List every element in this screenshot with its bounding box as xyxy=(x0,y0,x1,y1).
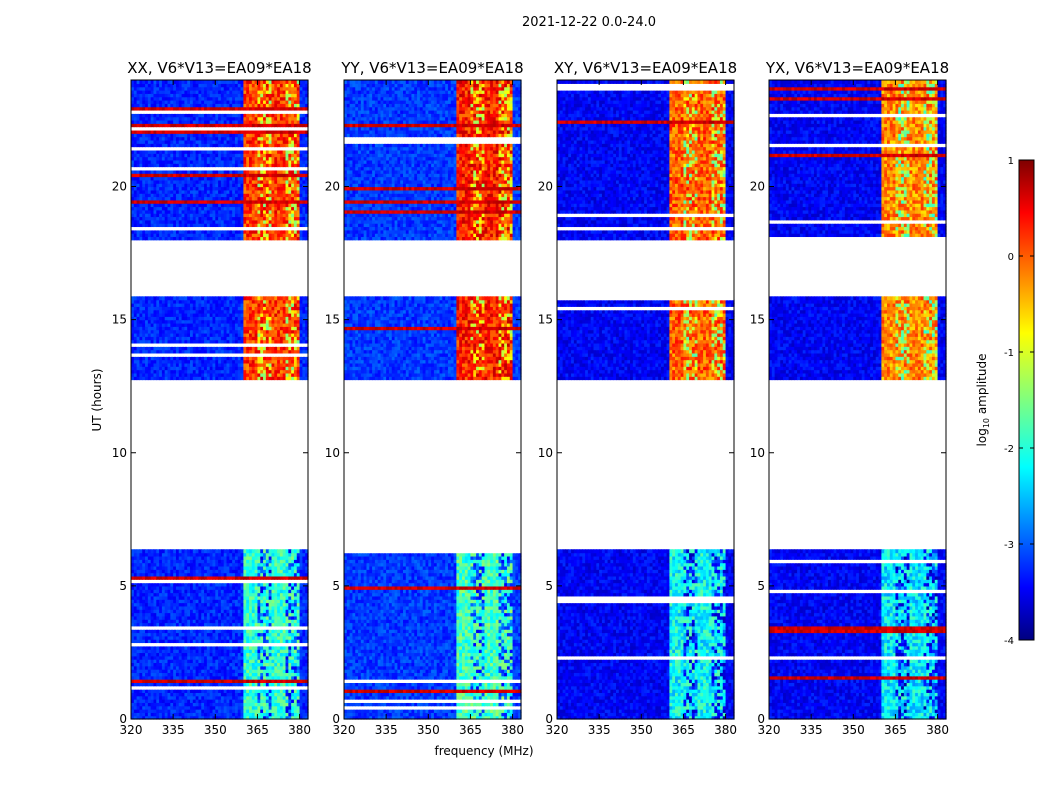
figure: 2021-12-22 0.0-24.0 XX, V6*V13=EA09*EA18… xyxy=(0,0,1050,800)
x-tick-label: 380 xyxy=(501,723,524,737)
x-tick-label: 380 xyxy=(926,723,949,737)
colorbar-tick-label: 0 xyxy=(1008,252,1014,263)
y-tick-label: 5 xyxy=(545,579,553,593)
x-tick-label: 335 xyxy=(162,723,185,737)
y-tick-label: 10 xyxy=(112,446,127,460)
y-tick-label: 0 xyxy=(332,712,340,726)
y-tick-label: 0 xyxy=(757,712,765,726)
x-tick-label: 335 xyxy=(375,723,398,737)
y-tick-label: 20 xyxy=(538,180,553,194)
x-tick-label: 380 xyxy=(714,723,737,737)
x-tick-label: 365 xyxy=(672,723,695,737)
y-tick-label: 10 xyxy=(750,446,765,460)
x-tick-label: 380 xyxy=(288,723,311,737)
x-tick-label: 365 xyxy=(884,723,907,737)
y-tick-label: 0 xyxy=(545,712,553,726)
colorbar-tick-label: 1 xyxy=(1008,156,1014,167)
y-tick-label: 5 xyxy=(119,579,127,593)
colorbar-tick-label: -1 xyxy=(1004,348,1014,359)
y-tick-label: 20 xyxy=(112,180,127,194)
heatmap-xy xyxy=(557,80,735,720)
figure-suptitle: 2021-12-22 0.0-24.0 xyxy=(522,15,656,30)
colorbar-tick-label: -2 xyxy=(1004,444,1014,455)
y-tick-label: 10 xyxy=(538,446,553,460)
x-tick-label: 335 xyxy=(588,723,611,737)
panel-title: YY, V6*V13=EA09*EA18 xyxy=(340,59,523,77)
x-tick-label: 350 xyxy=(630,723,653,737)
panel-title: YX, V6*V13=EA09*EA18 xyxy=(765,59,949,77)
x-tick-label: 335 xyxy=(800,723,823,737)
x-tick-label: 350 xyxy=(417,723,440,737)
colorbar-gradient xyxy=(1019,160,1034,640)
x-tick-label: 365 xyxy=(459,723,482,737)
y-tick-label: 15 xyxy=(538,313,553,327)
y-tick-label: 20 xyxy=(325,180,340,194)
colorbar: 1 0 -1 -2 -3 -4 xyxy=(1004,156,1034,647)
y-tick-label: 15 xyxy=(750,313,765,327)
y-tick-label: 15 xyxy=(112,313,127,327)
heatmap-yx xyxy=(769,80,947,720)
y-axis-label: UT (hours) xyxy=(90,368,104,431)
heatmap-xx xyxy=(131,80,309,720)
x-tick-label: 365 xyxy=(246,723,269,737)
colorbar-tick-label: -4 xyxy=(1004,636,1014,647)
colorbar-tick-label: -3 xyxy=(1004,540,1014,551)
y-tick-label: 0 xyxy=(119,712,127,726)
panel-title: XX, V6*V13=EA09*EA18 xyxy=(127,59,311,77)
x-tick-label: 350 xyxy=(842,723,865,737)
y-tick-label: 10 xyxy=(325,446,340,460)
y-tick-label: 5 xyxy=(332,579,340,593)
panel-title: XY, V6*V13=EA09*EA18 xyxy=(554,59,737,77)
y-tick-label: 5 xyxy=(757,579,765,593)
y-tick-label: 20 xyxy=(750,180,765,194)
colorbar-label: log10 amplitude xyxy=(975,354,991,447)
y-tick-label: 15 xyxy=(325,313,340,327)
x-tick-label: 350 xyxy=(204,723,227,737)
x-axis-label: frequency (MHz) xyxy=(434,744,533,758)
heatmap-yy xyxy=(344,80,522,720)
